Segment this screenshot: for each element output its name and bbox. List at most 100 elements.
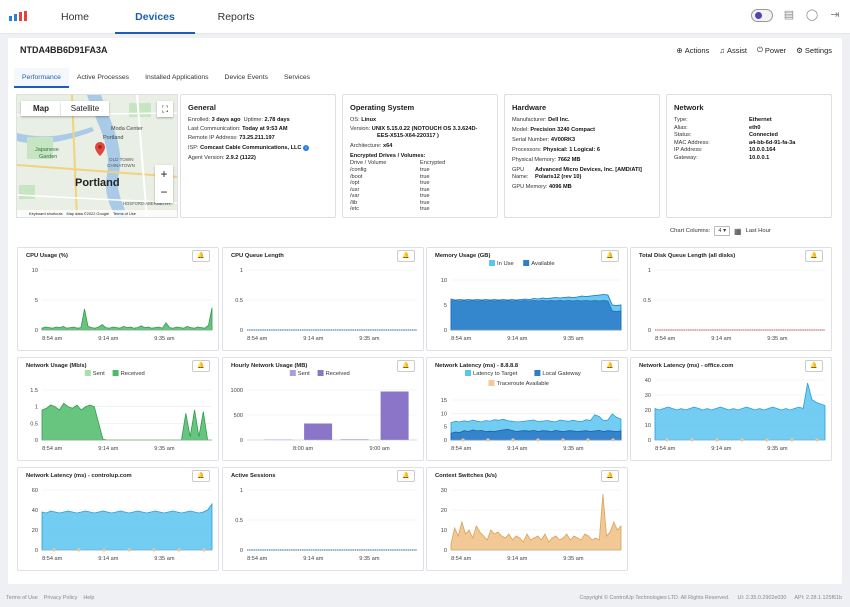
- legend-label[interactable]: Traceroute Available: [497, 381, 550, 387]
- info-icon[interactable]: i: [303, 145, 310, 151]
- label: Name:: [512, 174, 529, 180]
- legend-label[interactable]: Sent: [93, 371, 105, 377]
- x-tick-label: 8:54 am: [247, 336, 268, 342]
- nav-tab-reports[interactable]: Reports: [217, 11, 255, 23]
- chart-columns-select[interactable]: 4 ▾: [714, 226, 731, 236]
- legend-label[interactable]: Local Gateway: [542, 371, 580, 377]
- map-button-satellite[interactable]: Satellite: [61, 101, 109, 116]
- x-tick-label: 8:54 am: [451, 446, 472, 452]
- os-version-row: Version: UNIX 5.15.0.22 (NOTOUCH OS 3.3.…: [350, 126, 477, 133]
- chart-svg: 10 5 0 8:54 am 9:14 am 9:35 am: [32, 268, 213, 342]
- label: Physical Memory:: [512, 157, 557, 163]
- legend-label[interactable]: Received: [326, 371, 350, 377]
- bell-icon[interactable]: 🔔: [601, 470, 619, 482]
- x-tick-label: 9:14 am: [711, 336, 732, 342]
- chart-title: Network Usage (Mb/s): [26, 363, 87, 369]
- bell-icon[interactable]: 🔔: [397, 250, 415, 262]
- hw-mem-row: Physical Memory: 7662 MB: [512, 157, 580, 164]
- tab-device-events[interactable]: Device Events: [224, 74, 268, 81]
- y-tick-label: 10: [645, 423, 651, 429]
- os-row: OS: Linux: [350, 117, 376, 124]
- map-keyboard-shortcuts[interactable]: Keyboard shortcuts: [29, 211, 63, 216]
- drive-row: /etc true: [350, 206, 430, 213]
- theme-toggle[interactable]: [751, 8, 773, 22]
- map-button-map[interactable]: Map: [21, 101, 61, 116]
- general-agent-row: Agent Version: 2.9.2 (1122): [188, 155, 256, 162]
- y-tick-label: 1.5: [30, 388, 38, 394]
- zoom-out-button[interactable]: −: [160, 185, 168, 199]
- bell-icon[interactable]: 🔔: [805, 360, 823, 372]
- footer-terms-link[interactable]: Terms of Use: [6, 595, 38, 601]
- assist-button[interactable]: ♫ Assist: [719, 45, 747, 55]
- location-map[interactable]: Map Satellite ⛶ Moda Center Portland Jap…: [16, 94, 178, 218]
- bell-icon[interactable]: 🔔: [192, 250, 210, 262]
- tab-performance[interactable]: Performance: [14, 68, 69, 88]
- logout-icon[interactable]: ⇥: [830, 9, 840, 21]
- bell-icon[interactable]: 🔔: [397, 360, 415, 372]
- legend-label[interactable]: Sent: [298, 371, 310, 377]
- network-value: 10.0.0.164: [749, 147, 776, 153]
- map-footer: Keyboard shortcuts Map data ©2022 Google…: [17, 210, 177, 217]
- legend-label[interactable]: In Use: [497, 261, 514, 267]
- legend-swatch: [317, 370, 324, 376]
- network-key: Gateway:: [674, 154, 698, 161]
- drive-name: /config: [350, 167, 367, 173]
- time-range-label[interactable]: Last Hour: [745, 228, 771, 234]
- bell-icon[interactable]: 🔔: [601, 360, 619, 372]
- nav-tab-devices[interactable]: Devices: [115, 0, 195, 34]
- bell-icon[interactable]: 🔔: [805, 250, 823, 262]
- series-area: [41, 502, 213, 551]
- os-arch-row: Architecture: x64: [350, 143, 392, 150]
- zoom-in-button[interactable]: +: [160, 167, 168, 181]
- tab-installed-applications[interactable]: Installed Applications: [145, 74, 209, 81]
- reports-icon[interactable]: ▤: [783, 9, 795, 21]
- chart-columns-value: 4: [718, 228, 722, 234]
- drives-title: Encrypted Drives / Volumes:: [350, 153, 425, 160]
- hw-gpumem-row: GPU Memory: 4096 MB: [512, 184, 572, 191]
- isp-value: Comcast Cable Communications, LLC: [200, 145, 302, 151]
- footer-privacy-link[interactable]: Privacy Policy: [43, 595, 78, 601]
- legend-label[interactable]: Received: [121, 371, 145, 377]
- bell-icon[interactable]: 🔔: [192, 360, 210, 372]
- chart-card-disk: Total Disk Queue Length (all disks) 🔔 1 0.5…: [630, 247, 832, 351]
- actions-button[interactable]: ⊕ Actions: [676, 45, 709, 55]
- bar-received[interactable]: [304, 423, 333, 441]
- chart-svg: 60 40 20 0 8:54 am 9:14 am 9:35 am: [32, 488, 213, 562]
- general-title: General: [188, 103, 216, 112]
- bar-sent[interactable]: [340, 439, 369, 440]
- label: Processors:: [512, 147, 542, 153]
- bar-received[interactable]: [380, 391, 409, 441]
- x-tick-label: 9:35 am: [563, 336, 584, 342]
- nav-tab-home[interactable]: Home: [60, 11, 89, 23]
- x-tick-label: 9:14 am: [98, 336, 119, 342]
- bell-icon[interactable]: 🔔: [397, 470, 415, 482]
- gpu-value: Advanced Micro Devices, Inc. [AMD/ATI]: [535, 167, 642, 173]
- hw-gpu-label-2: Name:: [512, 174, 528, 181]
- bell-icon[interactable]: 🔔: [192, 470, 210, 482]
- settings-button[interactable]: ⚙ Settings: [796, 45, 832, 55]
- x-tick-label: 9:35 am: [154, 446, 175, 452]
- power-button[interactable]: ⏻ Power: [757, 45, 786, 55]
- drive-encrypted: true: [420, 186, 430, 193]
- tab-active-processes[interactable]: Active Processes: [76, 74, 130, 81]
- user-icon[interactable]: ◯: [805, 9, 819, 21]
- footer-help-link[interactable]: Help: [83, 595, 95, 601]
- hw-model-row: Model: Precision 3240 Compact: [512, 127, 595, 134]
- encrypted-col-header: Encrypted: [420, 160, 446, 166]
- drive-encrypted: true: [420, 199, 430, 206]
- network-row: IP Address: 10.0.0.164: [674, 147, 775, 154]
- app-logo[interactable]: [9, 11, 29, 21]
- bell-icon[interactable]: 🔔: [601, 250, 619, 262]
- tab-services[interactable]: Services: [284, 74, 311, 81]
- chart-svg: Sent Received 1.5 1 0.5 0 8:54 am 9:14 am 9:35 a…: [30, 370, 212, 452]
- series-area: [41, 402, 212, 441]
- footer-info: Copyright © ControlUp Technologies LTD. …: [579, 595, 842, 601]
- legend-label[interactable]: Available: [531, 261, 554, 267]
- x-tick-label: 9:35 am: [359, 336, 380, 342]
- general-card: General Enrolled: 3 days ago Uptime: 2.7…: [180, 94, 336, 218]
- legend-swatch: [465, 370, 471, 376]
- calendar-icon[interactable]: ▦: [734, 226, 742, 236]
- map-terms[interactable]: Terms of Use: [112, 211, 136, 216]
- legend-label[interactable]: Latency to Target: [473, 371, 518, 377]
- fullscreen-icon[interactable]: ⛶: [157, 101, 173, 117]
